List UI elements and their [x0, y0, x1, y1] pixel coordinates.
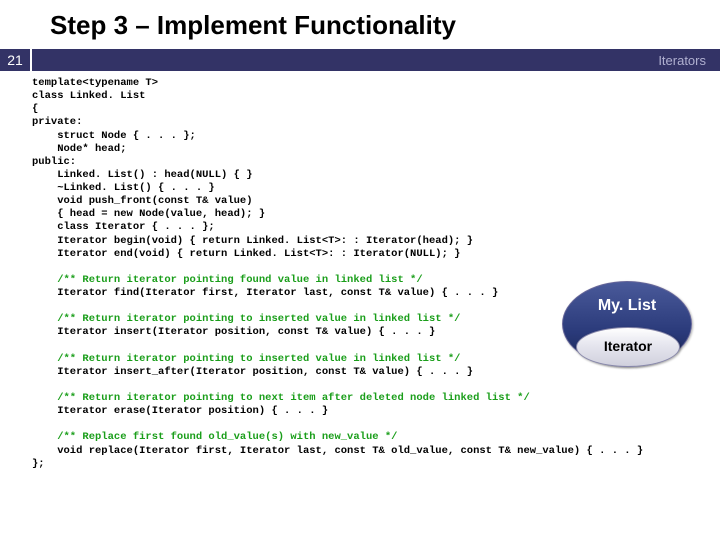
code-line: private:	[32, 116, 720, 129]
header-bar: 21 Iterators	[0, 49, 720, 71]
header-spacer	[32, 49, 644, 71]
page-title: Step 3 – Implement Functionality	[0, 0, 720, 49]
code-line: Iterator begin(void) { return Linked. Li…	[32, 235, 720, 248]
code-line: ~Linked. List() { . . . }	[32, 182, 720, 195]
code-line	[32, 418, 720, 431]
code-line: Node* head;	[32, 143, 720, 156]
code-line: {	[32, 103, 720, 116]
code-line: struct Node { . . . };	[32, 130, 720, 143]
code-line: class Iterator { . . . };	[32, 221, 720, 234]
code-line	[32, 379, 720, 392]
code-comment: /** Return iterator pointing to next ite…	[32, 392, 720, 405]
iterator-label: Iterator	[604, 338, 652, 356]
code-line	[32, 261, 720, 274]
section-label: Iterators	[644, 49, 720, 71]
page-number: 21	[0, 49, 30, 71]
code-line: void replace(Iterator first, Iterator la…	[32, 445, 720, 458]
mylist-label: My. List	[598, 296, 656, 316]
code-line: Linked. List() : head(NULL) { }	[32, 169, 720, 182]
code-line: Iterator erase(Iterator position) { . . …	[32, 405, 720, 418]
code-line: Iterator insert_after(Iterator position,…	[32, 366, 720, 379]
code-line: };	[32, 458, 720, 471]
code-line: { head = new Node(value, head); }	[32, 208, 720, 221]
code-line: public:	[32, 156, 720, 169]
code-line: Iterator end(void) { return Linked. List…	[32, 248, 720, 261]
code-comment: /** Replace first found old_value(s) wit…	[32, 431, 720, 444]
code-block: template<typename T> class Linked. List …	[0, 71, 720, 471]
iterator-ellipse: Iterator	[576, 327, 680, 367]
code-line: class Linked. List	[32, 90, 720, 103]
code-line: template<typename T>	[32, 77, 720, 90]
code-line: void push_front(const T& value)	[32, 195, 720, 208]
